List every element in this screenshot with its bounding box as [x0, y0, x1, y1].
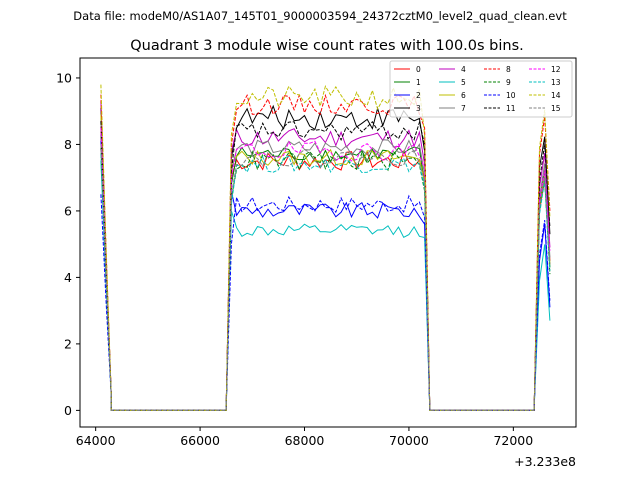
legend-label: 7	[461, 104, 466, 113]
data-file-label: Data file: modeM0/AS1A07_145T01_90000035…	[73, 9, 567, 23]
x-offset-label: +3.233e8	[514, 454, 576, 469]
x-axis: 64000 66000 68000 70000 72000	[76, 427, 533, 448]
legend-label: 9	[506, 78, 511, 87]
x-tick-label: 64000	[76, 433, 116, 448]
y-tick-label: 2	[64, 336, 72, 351]
y-tick-label: 6	[64, 203, 72, 218]
y-tick-label: 8	[64, 137, 72, 152]
plot-lines	[100, 84, 551, 411]
series-line-0	[100, 127, 551, 411]
legend-label: 1	[416, 78, 421, 87]
series-line-10	[100, 194, 551, 411]
series-line-11	[100, 120, 551, 411]
legend-label: 15	[551, 104, 561, 113]
legend-label: 8	[506, 65, 511, 74]
legend-label: 2	[416, 91, 421, 100]
series-line-4	[100, 101, 551, 411]
legend-label: 3	[416, 104, 421, 113]
series-line-15	[100, 144, 551, 411]
legend-label: 14	[551, 91, 561, 100]
plot-frame	[79, 57, 577, 428]
series-line-14	[100, 84, 551, 411]
series-line-1	[100, 134, 551, 411]
chart-title: Quadrant 3 module wise count rates with …	[130, 38, 524, 54]
legend-label: 12	[551, 65, 561, 74]
x-tick-label: 70000	[389, 433, 429, 448]
series-line-2	[100, 141, 551, 411]
series-line-12	[100, 127, 551, 411]
legend-label: 10	[506, 91, 516, 100]
y-axis: 0 2 4 6 8 10	[56, 70, 80, 418]
series-line-7	[100, 121, 551, 411]
series-line-13	[100, 154, 551, 411]
legend-box	[389, 60, 573, 118]
y-tick-label: 0	[64, 403, 72, 418]
series-line-5	[100, 161, 551, 411]
legend-label: 5	[461, 78, 466, 87]
legend-label: 6	[461, 91, 466, 100]
legend-label: 13	[551, 78, 561, 87]
x-tick-label: 72000	[493, 433, 533, 448]
legend-label: 0	[416, 65, 421, 74]
x-tick-label: 68000	[285, 433, 325, 448]
legend-label: 4	[461, 65, 466, 74]
legend-label: 11	[506, 104, 516, 113]
series-line-9	[100, 147, 551, 411]
series-line-6	[100, 114, 551, 411]
series-line-3	[100, 104, 551, 411]
y-tick-label: 10	[56, 70, 72, 85]
x-tick-label: 66000	[180, 433, 220, 448]
y-tick-label: 4	[64, 270, 72, 285]
